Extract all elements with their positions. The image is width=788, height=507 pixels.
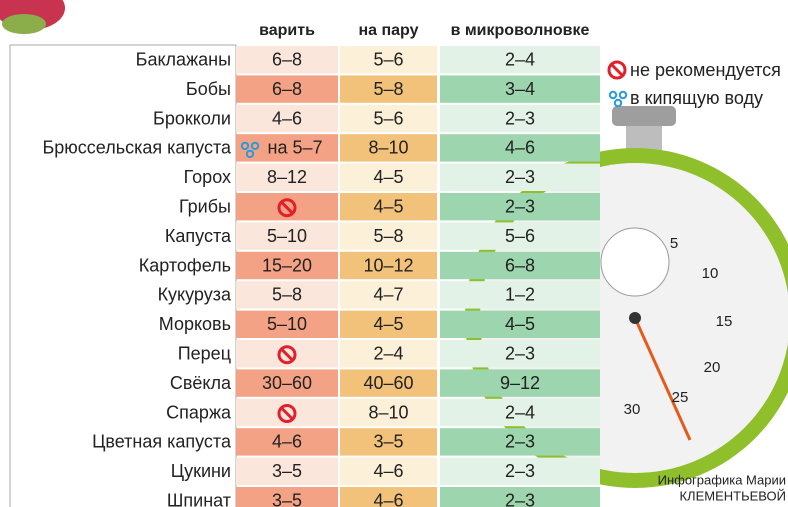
cooking-time: 4–5 (373, 196, 403, 216)
cooking-time: 5–10 (267, 314, 307, 334)
cooking-time: 1–2 (505, 285, 535, 305)
dial-label: 10 (702, 265, 719, 282)
cooking-time: 3–4 (505, 79, 535, 99)
cooking-time: 30–60 (262, 373, 312, 393)
cooking-time: 2–3 (505, 490, 535, 507)
vegetable-name: Брюссельская капуста (42, 138, 232, 158)
column-header: в микроволновке (451, 22, 590, 39)
cooking-time: 4–6 (272, 108, 302, 128)
cooking-time: 4–6 (505, 138, 535, 158)
cooking-time: 6–8 (272, 79, 302, 99)
vegetable-name: Морковь (159, 314, 231, 334)
cooking-time: 2–3 (505, 432, 535, 452)
legend-text: не рекомендуется (630, 60, 781, 80)
legend-text: в кипящую воду (630, 88, 763, 108)
cooking-time: 4–5 (373, 314, 403, 334)
column-header: варить (259, 22, 315, 39)
cooking-time: 4–5 (373, 167, 403, 187)
cooking-time: 2–4 (505, 49, 535, 69)
cooking-time: 4–6 (373, 490, 403, 507)
cooking-time: 4–7 (373, 285, 403, 305)
vegetable-name: Брокколи (153, 108, 231, 128)
vegetable-name: Грибы (179, 196, 231, 216)
vegetable-name: Цукини (171, 461, 231, 481)
vegetable-name: Цветная капуста (92, 432, 232, 452)
cooking-time: 5–8 (373, 79, 403, 99)
dial-label: 5 (670, 235, 678, 252)
cooking-time: 5–6 (505, 226, 535, 246)
cooking-time: 3–5 (272, 461, 302, 481)
vegetable-name: Спаржа (166, 402, 232, 422)
cooking-time: 4–6 (272, 432, 302, 452)
cooking-time: 8–12 (267, 167, 307, 187)
cooking-time: 5–6 (373, 49, 403, 69)
column-header: на пару (358, 22, 418, 39)
credit: КЛЕМЕНТЬЕВОЙ (679, 488, 786, 503)
vegetable-name: Капуста (165, 226, 232, 246)
cooking-time: 5–10 (267, 226, 307, 246)
cooking-time: 40–60 (363, 373, 413, 393)
vegetable-name: Перец (178, 343, 231, 363)
cooking-time: 2–3 (505, 343, 535, 363)
credit: Инфографика Марии (658, 472, 786, 487)
leaf-decoration (2, 14, 46, 34)
cooking-time: 2–3 (505, 196, 535, 216)
vegetable-name: Картофель (139, 255, 231, 275)
cooking-time: 10–12 (363, 255, 413, 275)
cooking-time: 2–4 (505, 402, 535, 422)
vegetable-name: Горох (184, 167, 231, 187)
cooking-time: 3–5 (373, 432, 403, 452)
cooking-time: 4–6 (373, 461, 403, 481)
cooking-time: 2–4 (373, 343, 403, 363)
cooking-time: 15–20 (262, 255, 312, 275)
cooking-time: 9–12 (500, 373, 540, 393)
cooking-time: 8–10 (368, 402, 408, 422)
dial-label: 20 (704, 359, 721, 376)
vegetable-name: Бобы (186, 79, 231, 99)
dial-label: 15 (716, 313, 733, 330)
cooking-time: 6–8 (505, 255, 535, 275)
cooking-time: 6–8 (272, 49, 302, 69)
legend-icon (610, 92, 626, 106)
dial-label: 30 (624, 401, 641, 418)
cooking-time: 5–8 (373, 226, 403, 246)
infographic: 5 10 15 20 25 30 варить на пару в микроволновке… (0, 0, 788, 507)
dial-label: 25 (672, 389, 689, 406)
cooking-time: 2–3 (505, 167, 535, 187)
cooking-time: 3–5 (272, 490, 302, 507)
vegetable-name: Свёкла (170, 373, 232, 393)
cooking-time: 2–3 (505, 461, 535, 481)
vegetable-name: Кукуруза (158, 285, 232, 305)
cooking-time: 2–3 (505, 108, 535, 128)
cooking-time: 8–10 (368, 138, 408, 158)
vegetable-name: Баклажаны (136, 49, 231, 69)
cooking-time: на 5–7 (268, 138, 323, 158)
cooking-time: 5–8 (272, 285, 302, 305)
cooking-time: 4–5 (505, 314, 535, 334)
cooking-time: 5–6 (373, 108, 403, 128)
legend-icon (609, 62, 625, 78)
vegetable-name: Шпинат (167, 490, 231, 507)
